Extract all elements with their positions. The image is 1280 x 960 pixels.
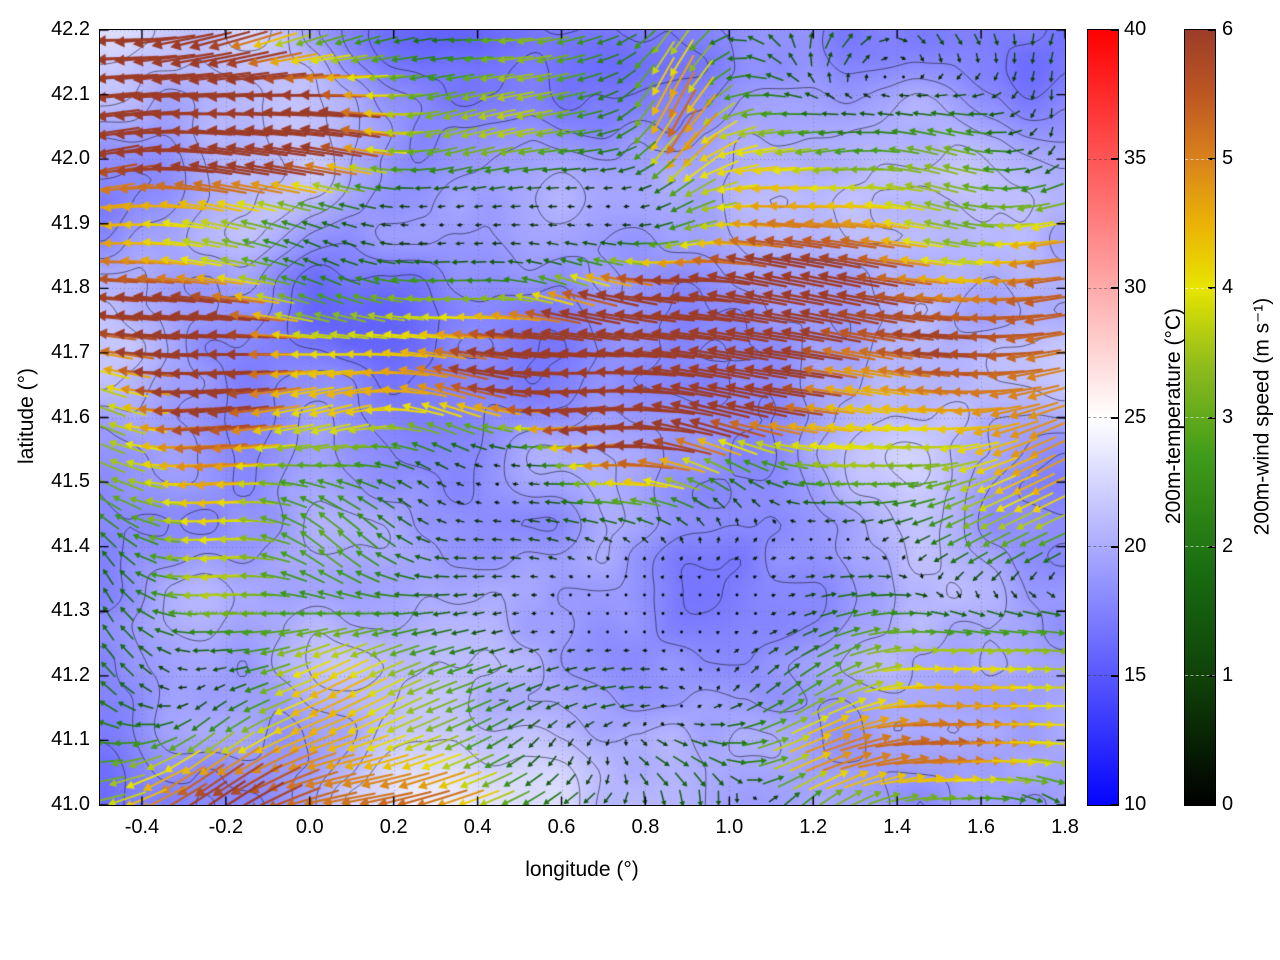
colorbar-gridline (1185, 546, 1215, 548)
colorbar-gridline (1185, 675, 1215, 677)
x-axis-title: longitude (°) (525, 858, 639, 881)
colorbar-tick-label: 20 (1124, 534, 1147, 557)
y-tick-label: 41.2 (51, 663, 90, 686)
x-tick-label: 0.2 (379, 816, 408, 838)
y-tick-label: 42.1 (51, 82, 90, 105)
x-tick-label: 0.6 (547, 816, 576, 838)
colorbar-tick-label: 3 (1222, 405, 1234, 428)
x-tick-label: 1.0 (715, 816, 744, 838)
colorbar-tick-mark (1208, 804, 1215, 806)
colorbar-gridline (1088, 287, 1118, 289)
colorbar-gridline (1185, 158, 1215, 160)
colorbar-tick-label: 5 (1222, 147, 1234, 170)
colorbar-gridline (1185, 417, 1215, 418)
colorbar-tick-mark (1111, 287, 1118, 290)
y-tick-label: 42.2 (51, 18, 90, 40)
y-tick-label: 41.0 (51, 793, 90, 815)
x-tick-label: 1.4 (883, 816, 912, 838)
y-tick-label: 41.7 (51, 340, 90, 363)
colorbar-tick-label: 40 (1124, 18, 1147, 40)
x-tick-label: 0.8 (631, 816, 660, 838)
x-tick-label: 1.8 (1051, 816, 1079, 838)
y-tick-label: 41.5 (51, 470, 90, 493)
colorbar-gridline (1088, 546, 1118, 548)
y-tick-label: 42.0 (51, 147, 90, 170)
colorbar-tick-label: 2 (1222, 534, 1234, 557)
y-tick-label: 41.4 (51, 534, 90, 557)
temperature-colorbar-title: 200m-temperature (°C) (1162, 307, 1185, 525)
x-tick-label: 0.4 (463, 816, 492, 838)
colorbar-tick-label: 6 (1222, 18, 1234, 40)
x-tick-label: -0.2 (208, 816, 244, 838)
y-tick-label: 41.8 (51, 276, 90, 299)
colorbar-tick-label: 0 (1222, 793, 1234, 815)
colorbar-tick-label: 15 (1124, 663, 1147, 686)
colorbar-tick-mark (1111, 158, 1118, 161)
colorbar-tick-mark (1111, 29, 1118, 31)
x-tick-label: 1.2 (799, 816, 828, 838)
colorbar-tick-label: 30 (1124, 276, 1147, 299)
colorbar-tick-mark (1111, 804, 1118, 806)
y-tick-label: 41.9 (51, 211, 90, 234)
colorbar-tick-label: 1 (1222, 663, 1234, 686)
x-tick-label: 0.0 (295, 816, 324, 838)
temperature-colorbar (1087, 29, 1119, 806)
x-tick-label: -0.4 (124, 816, 160, 838)
colorbar-tick-label: 35 (1124, 147, 1147, 170)
colorbar-gridline (1088, 675, 1118, 677)
colorbar-tick-label: 10 (1124, 793, 1147, 815)
colorbar-gridline (1185, 287, 1215, 289)
colorbar-tick-mark (1111, 674, 1118, 677)
y-tick-label: 41.3 (51, 599, 90, 622)
wind-speed-colorbar-title: 200m-wind speed (m s⁻¹) (1250, 297, 1274, 536)
y-tick-label: 41.6 (51, 405, 90, 428)
x-tick-label: 1.6 (967, 816, 995, 838)
colorbar-tick-mark (1111, 545, 1118, 548)
colorbar-tick-label: 4 (1222, 276, 1234, 299)
y-tick-label: 41.1 (51, 728, 90, 751)
colorbar-gridline (1088, 158, 1118, 160)
colorbar-gridline (1088, 417, 1118, 418)
map-plot-canvas (99, 29, 1066, 806)
colorbar-tick-label: 25 (1124, 405, 1147, 428)
wind-speed-colorbar (1184, 29, 1216, 806)
colorbar-tick-mark (1111, 416, 1118, 419)
colorbar-tick-mark (1208, 29, 1215, 31)
